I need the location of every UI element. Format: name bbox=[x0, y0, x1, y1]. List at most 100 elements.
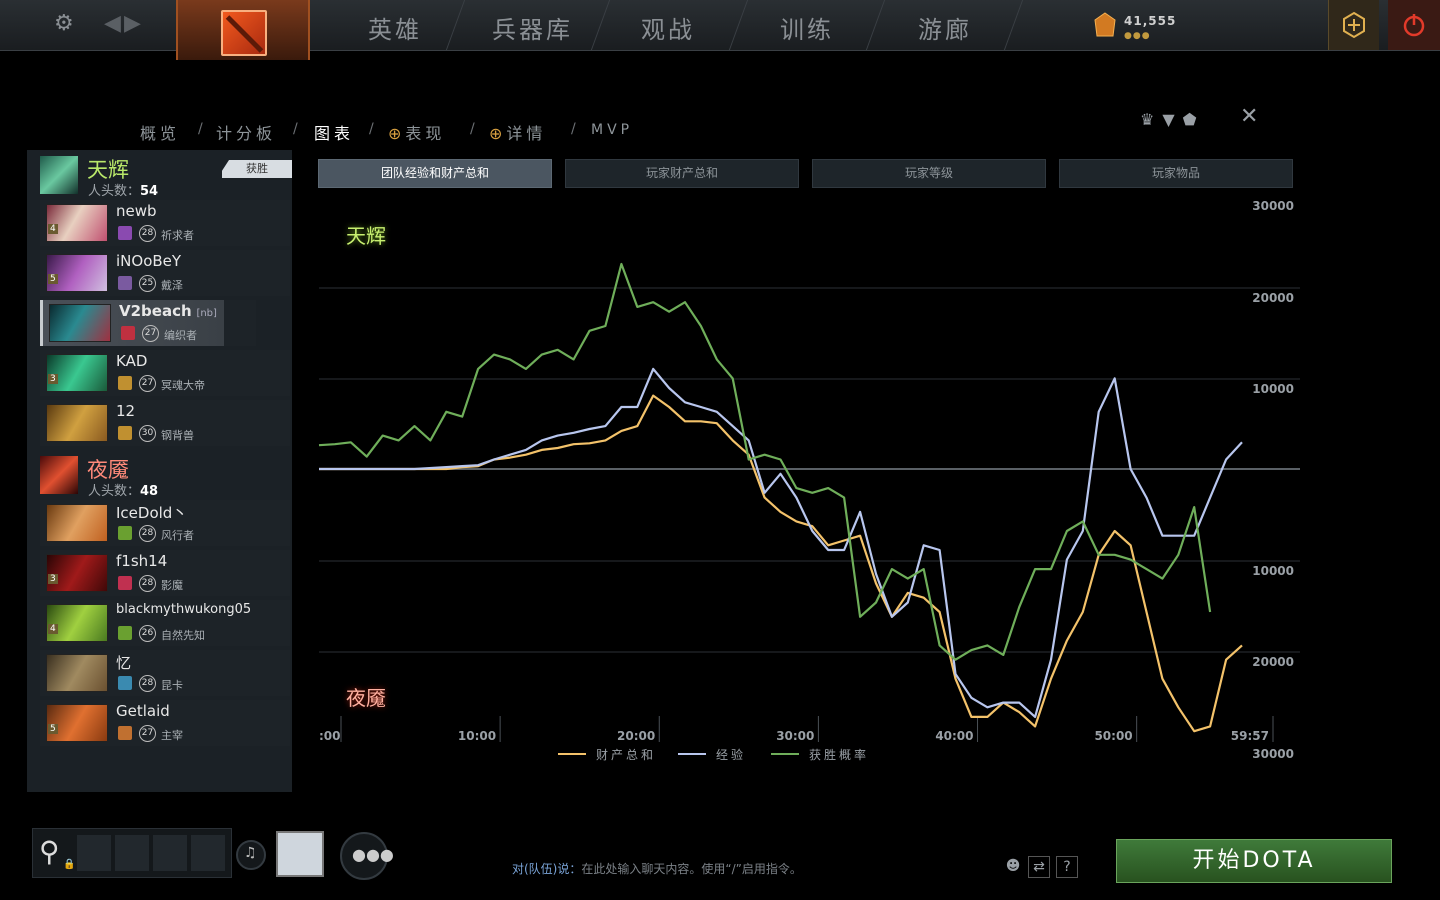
chart-radiant-label: 天辉 bbox=[346, 224, 386, 248]
player-row-highlighted[interactable]: V2beach [nb] 27 编织者 bbox=[40, 300, 256, 346]
player-name-text: blackmythwukong05 bbox=[116, 602, 252, 617]
party-slot[interactable] bbox=[77, 835, 111, 871]
nav-tab-armory[interactable]: 兵器库 bbox=[492, 16, 573, 44]
hero-level: 27 bbox=[139, 375, 156, 392]
emoticon-icon[interactable]: ☻ bbox=[1005, 858, 1021, 874]
player-name: V2beach [nb] bbox=[119, 302, 217, 320]
x-tick-label: 59:57 bbox=[1231, 729, 1269, 743]
hero-portrait bbox=[46, 554, 108, 592]
dota-home-logo[interactable] bbox=[176, 0, 310, 60]
dota-plus-small-icon: ⊕ bbox=[489, 124, 507, 143]
subnav-divider: / bbox=[571, 121, 576, 137]
hero-name: 祈求者 bbox=[161, 229, 194, 242]
player-name: 12 bbox=[116, 402, 135, 420]
nav-tab-watch[interactable]: 观战 bbox=[641, 16, 695, 44]
player-name-text: newb bbox=[116, 202, 157, 220]
shield-icon[interactable]: ⬟ bbox=[1182, 110, 1205, 129]
close-icon[interactable]: ✕ bbox=[1240, 104, 1259, 129]
exit-button[interactable] bbox=[1388, 0, 1440, 50]
hero-portrait bbox=[46, 654, 108, 692]
start-dota-button[interactable]: 开始DOTA bbox=[1116, 839, 1392, 883]
forward-arrow-icon[interactable]: ▶ bbox=[124, 11, 141, 36]
player-row[interactable]: IceDold丶 28 风行者 bbox=[40, 500, 290, 546]
subnav-divider: / bbox=[293, 121, 298, 137]
hero-name: 自然先知 bbox=[161, 629, 205, 642]
player-row[interactable]: 12 30 钢背兽 bbox=[40, 400, 290, 446]
subnav-details[interactable]: ⊕详情 bbox=[489, 120, 546, 144]
subnav-scoreboard[interactable]: 计分板 bbox=[216, 124, 277, 143]
player-name-text: V2beach bbox=[119, 302, 192, 320]
avatar[interactable] bbox=[276, 831, 324, 877]
subnav-performance[interactable]: ⊕表现 bbox=[388, 120, 445, 144]
friends-button[interactable]: ●●● bbox=[340, 832, 394, 880]
dire-kills: 人头数：48 bbox=[88, 480, 158, 499]
series-line-获胜概率 bbox=[318, 262, 1212, 661]
x-tick-label: 50:00 bbox=[1094, 729, 1132, 743]
tab-player-gold[interactable]: 玩家财产总和 bbox=[565, 159, 799, 188]
rank-icon[interactable]: ▼ bbox=[1162, 110, 1183, 129]
player-row[interactable]: 4 blackmythwukong05 26 自然先知 bbox=[40, 600, 290, 646]
tab-team-xp-gold[interactable]: 团队经验和财产总和 bbox=[318, 159, 552, 188]
hero-name: 主宰 bbox=[161, 729, 183, 742]
party-slot[interactable] bbox=[153, 835, 187, 871]
subnav-mvp[interactable]: MVP bbox=[591, 122, 634, 138]
player-name-text: iNOoBeY bbox=[116, 252, 182, 270]
hero-portrait bbox=[46, 704, 108, 742]
chart-grid bbox=[319, 287, 1300, 742]
dire-team-icon bbox=[40, 456, 78, 494]
tab-player-items[interactable]: 玩家物品 bbox=[1059, 159, 1293, 188]
chat-placeholder: 在此处输入聊天内容。使用“/”启用指令。 bbox=[581, 862, 802, 876]
hero-name: 影魔 bbox=[161, 579, 183, 592]
hero-portrait bbox=[46, 504, 108, 542]
subnav-overview[interactable]: 概览 bbox=[140, 124, 181, 143]
nav-tab-learn[interactable]: 训练 bbox=[780, 16, 834, 44]
chat-wheel-icon[interactable]: ⇄ bbox=[1028, 856, 1050, 878]
voice-chat-button[interactable]: ♫ bbox=[236, 840, 266, 870]
player-name-text: 忆 bbox=[116, 654, 132, 672]
kills-value: 54 bbox=[140, 184, 159, 199]
player-row[interactable]: 3 KAD 27 冥魂大帝 bbox=[40, 350, 290, 396]
dire-team-name: 夜魇 bbox=[87, 458, 129, 482]
hero-portrait bbox=[46, 254, 108, 292]
x-tick-label: 40:00 bbox=[935, 729, 973, 743]
crown-icon[interactable]: ♛ bbox=[1140, 110, 1163, 129]
nav-tab-heroes[interactable]: 英雄 bbox=[368, 16, 422, 44]
player-row[interactable]: 5 iNOoBeY 25 戴泽 bbox=[40, 250, 290, 296]
gear-icon[interactable]: ⚙ bbox=[54, 11, 74, 36]
x-tick-label: 20:00 bbox=[617, 729, 655, 743]
player-row[interactable]: 4 newb 28 祈求者 bbox=[40, 200, 290, 246]
y-tick-label: 30000 bbox=[1252, 199, 1294, 213]
party-slot[interactable] bbox=[191, 835, 225, 871]
x-tick-label: 10:00 bbox=[458, 729, 496, 743]
series-line-经验 bbox=[319, 367, 1243, 719]
help-button[interactable]: ? bbox=[1056, 856, 1078, 878]
player-name: KAD bbox=[116, 352, 147, 370]
player-row[interactable]: 3 f1sh14 28 影魔 bbox=[40, 550, 290, 596]
party-slot[interactable] bbox=[115, 835, 149, 871]
dota-plus-button[interactable] bbox=[1328, 0, 1379, 50]
player-row[interactable]: 5 Getlaid 27 主宰 bbox=[40, 700, 290, 746]
back-arrow-icon[interactable]: ◀ bbox=[104, 11, 121, 36]
header-icons: ♛▼⬟ bbox=[1140, 110, 1205, 129]
nav-tab-arcade[interactable]: 游廊 bbox=[918, 16, 972, 44]
chart-dire-label: 夜魇 bbox=[346, 686, 386, 710]
hero-role-icon bbox=[118, 726, 132, 740]
legend-swatch-gold bbox=[558, 753, 586, 755]
hero-name: 钢背兽 bbox=[161, 429, 194, 442]
chart-labels: 30000 20000 10000 10000 20000 30000:00 10:00 20… bbox=[319, 199, 1294, 761]
legend-xp: 经验 bbox=[716, 748, 747, 762]
radiant-kills: 人头数：54 bbox=[88, 180, 158, 199]
friends-icon: ●●● bbox=[352, 845, 394, 864]
subnav-graphs[interactable]: 图表 bbox=[314, 124, 355, 143]
find-match-icon[interactable]: ⚲ bbox=[39, 835, 60, 868]
hero-name: 昆卡 bbox=[161, 679, 183, 692]
radiant-team-header: 天辉 人头数：54 bbox=[40, 152, 290, 202]
tab-player-level[interactable]: 玩家等级 bbox=[812, 159, 1046, 188]
player-row[interactable]: 忆 28 昆卡 bbox=[40, 650, 290, 696]
player-name-text: 12 bbox=[116, 402, 136, 420]
player-name: f1sh14 bbox=[116, 552, 167, 570]
hero-role-icon bbox=[118, 276, 132, 290]
player-name-text: KAD bbox=[116, 352, 148, 370]
chat-input[interactable]: 对(队伍)说：在此处输入聊天内容。使用“/”启用指令。 bbox=[512, 860, 802, 877]
hero-role-icon bbox=[118, 576, 132, 590]
